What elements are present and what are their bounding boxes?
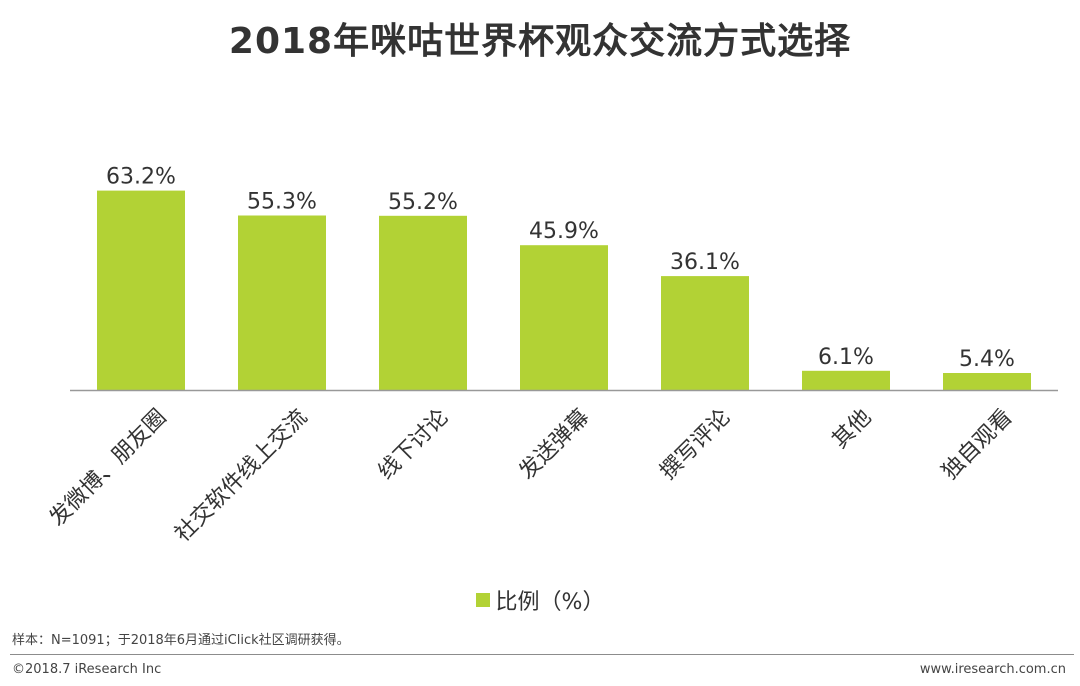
bar-2 (379, 215, 467, 390)
category-label-1: 社交软件线上交流 (170, 405, 312, 547)
footer-divider (10, 654, 1074, 655)
value-label-5: 6.1% (818, 345, 874, 370)
value-label-4: 36.1% (670, 250, 740, 275)
category-label-5: 其他 (828, 405, 877, 454)
category-label-6: 独自观看 (938, 405, 1018, 485)
value-label-3: 45.9% (529, 219, 599, 244)
value-label-2: 55.2% (388, 190, 458, 215)
value-label-6: 5.4% (959, 347, 1015, 372)
value-label-1: 55.3% (247, 190, 317, 215)
bars-group (97, 190, 1031, 390)
category-label-2: 线下讨论 (374, 405, 454, 485)
bar-6 (943, 373, 1031, 390)
legend-label: 比例（%） (495, 590, 605, 615)
bar-5 (802, 370, 890, 390)
bar-4 (661, 276, 749, 390)
chart-title: 2018年咪咕世界杯观众交流方式选择 (228, 21, 852, 62)
legend: 比例（%） (0, 584, 1080, 616)
bar-0 (97, 190, 185, 390)
sample-footnote: 样本：N=1091；于2018年6月通过iClick社区调研获得。 (12, 633, 350, 648)
website-text: www.iresearch.com.cn (919, 662, 1066, 677)
value-labels-group: 63.2% 55.3% 55.2% 45.9% 36.1% 6.1% 5.4% (106, 165, 1015, 372)
bar-1 (238, 215, 326, 390)
category-label-0: 发微博、朋友圈 (45, 405, 172, 532)
legend-swatch (475, 593, 490, 607)
copyright-text: ©2018.7 iResearch Inc (12, 662, 162, 677)
value-label-0: 63.2% (106, 165, 176, 190)
bar-3 (520, 245, 608, 390)
category-label-3: 发送弹幕 (515, 405, 595, 485)
category-label-4: 撰写评论 (656, 405, 736, 485)
